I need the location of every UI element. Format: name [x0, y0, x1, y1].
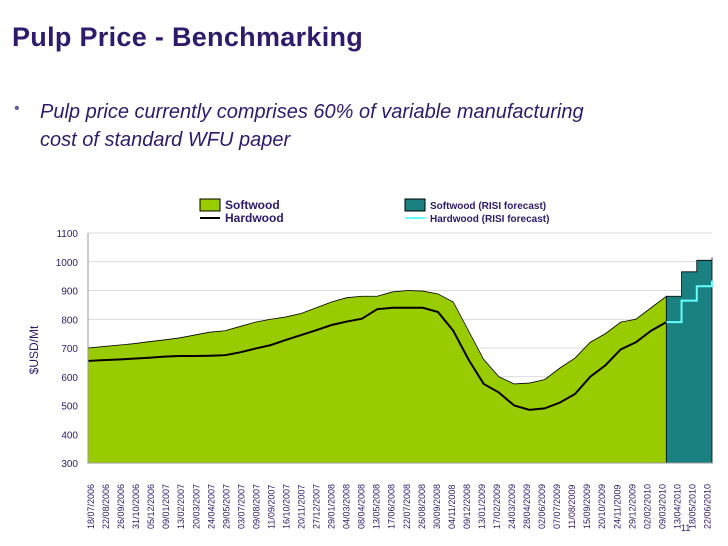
x-tick-label: 11/09/2007 — [266, 485, 276, 529]
x-tick-label: 09/08/2007 — [251, 484, 261, 529]
x-tick-label: 27/12/2007 — [312, 484, 322, 529]
series-hardwood-forecast-line — [666, 280, 713, 324]
plot-area: 300 400 500 600 700 800 900 1000 1100 18/07/2006 2… — [56, 229, 713, 529]
x-tick-label: 26/09/2006 — [116, 484, 126, 529]
bullet-text: Pulp price currently comprises 60% of va… — [40, 101, 584, 151]
page-number: 11 — [681, 523, 691, 533]
x-tick-label: 02/06/2009 — [537, 484, 547, 529]
x-tick-label: 18/05/2010 — [687, 484, 697, 529]
x-tick-label: 24/11/2009 — [612, 485, 622, 529]
x-tick-label: 17/06/2008 — [387, 484, 397, 529]
x-tick-label: 20/11/2007 — [297, 485, 307, 529]
y-axis-label: $USD/Mt — [27, 325, 41, 374]
x-tick-label: 17/02/2009 — [492, 484, 502, 529]
x-tick-label: 13/04/2010 — [672, 484, 682, 529]
y-tick-label: 600 — [61, 373, 78, 384]
y-tick-label: 700 — [61, 344, 78, 355]
x-tick-label: 08/04/2008 — [357, 484, 367, 529]
y-tick-label: 500 — [61, 402, 78, 413]
series-hardwood-line — [87, 306, 667, 411]
series-softwood-forecast-area — [665, 257, 713, 464]
x-tick-label: 02/02/2010 — [642, 484, 652, 529]
y-tick-label: 800 — [61, 315, 78, 326]
x-tick-label: 20/03/2007 — [191, 484, 201, 529]
x-tick-label: 24/03/2009 — [507, 484, 517, 529]
x-tick-label: 18/07/2006 — [86, 484, 96, 529]
x-tick-label: 09/01/2007 — [161, 484, 171, 529]
legend-label-hardwood-forecast: Hardwood (RISI forecast) — [430, 214, 549, 225]
x-tick-label: 22/08/2006 — [101, 484, 111, 529]
x-tick-label: 22/07/2008 — [402, 484, 412, 529]
legend-label-softwood: Softwood — [225, 198, 280, 212]
x-tick-label: 13/01/2009 — [477, 484, 487, 529]
legend: Softwood Hardwood Softwood (RISI forecas… — [199, 198, 549, 225]
x-tick-label: 29/01/2008 — [327, 484, 337, 529]
y-tick-label: 1000 — [56, 258, 79, 269]
x-tick-label: 04/03/2008 — [342, 484, 352, 529]
x-tick-label: 05/12/2006 — [146, 484, 156, 529]
legend-swatch-softwood — [199, 198, 221, 212]
y-tick-label: 1100 — [56, 229, 78, 240]
x-tick-label: 13/05/2008 — [372, 484, 382, 529]
slide-title: Pulp Price - Benchmarking — [12, 22, 364, 52]
x-tick-label: 29/05/2007 — [221, 484, 231, 529]
series-softwood-area — [87, 290, 667, 464]
bullet-icon: • — [14, 100, 20, 117]
x-tick-label: 09/03/2010 — [657, 484, 667, 529]
x-tick-label: 24/04/2007 — [206, 484, 216, 529]
y-tick-label: 900 — [61, 287, 78, 298]
x-tick-label: 11/08/2009 — [567, 485, 577, 529]
x-tick-label: 03/07/2007 — [236, 484, 246, 529]
x-tick-label: 16/10/2007 — [281, 484, 291, 529]
x-tick-label: 30/09/2008 — [432, 484, 442, 529]
x-tick-label: 04/11/2008 — [447, 485, 457, 529]
y-tick-label: 300 — [61, 459, 78, 470]
x-tick-label: 26/08/2008 — [417, 484, 427, 529]
legend-label-softwood-forecast: Softwood (RISI forecast) — [430, 201, 546, 212]
x-tick-label: 31/10/2006 — [131, 484, 141, 529]
x-tick-label: 22/06/2010 — [702, 484, 712, 529]
legend-swatch-softwood-forecast — [404, 198, 426, 212]
x-tick-label: 09/12/2008 — [462, 484, 472, 529]
x-tick-label: 13/02/2007 — [176, 484, 186, 529]
x-tick-label: 28/04/2009 — [522, 484, 532, 529]
x-tick-label: 15/09/2009 — [582, 484, 592, 529]
x-tick-label: 07/07/2009 — [552, 484, 562, 529]
y-tick-label: 400 — [61, 430, 78, 441]
legend-label-hardwood: Hardwood — [225, 211, 284, 225]
x-tick-label: 20/10/2009 — [597, 484, 607, 529]
x-tick-label: 29/12/2009 — [627, 484, 637, 529]
